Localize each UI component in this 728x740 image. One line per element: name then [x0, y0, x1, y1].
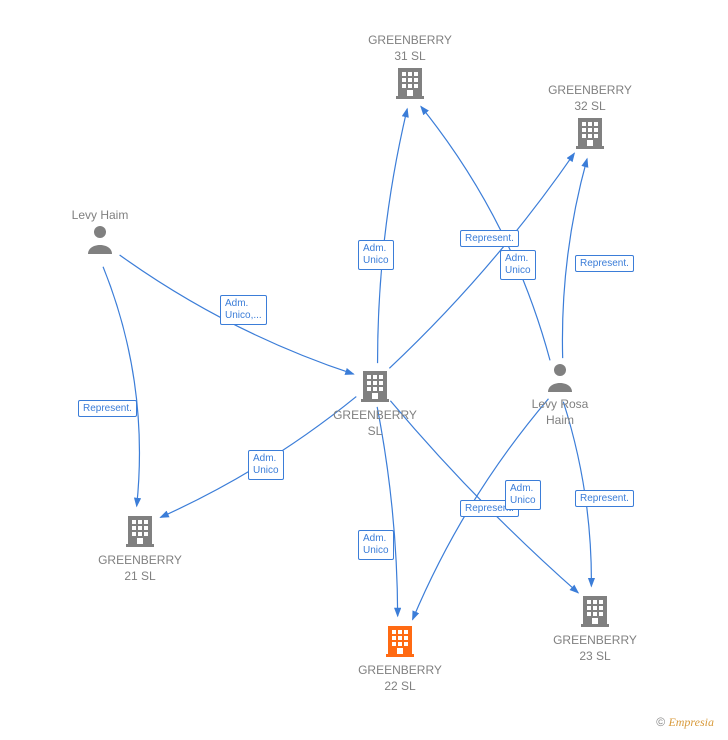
- edge-levy_haim-gb21: [103, 267, 139, 506]
- node-label: GREENBERRY31 SL: [365, 33, 455, 64]
- edge-label: Adm.Unico: [248, 450, 284, 480]
- copyright-brand: Empresia: [668, 715, 714, 729]
- edge-label: Adm.Unico: [500, 250, 536, 280]
- node-gb21: GREENBERRY21 SL: [95, 512, 185, 584]
- edge-label: Represent.: [78, 400, 137, 417]
- edge-label: Adm.Unico: [505, 480, 541, 510]
- copyright-symbol: ©: [656, 715, 665, 729]
- node-label: GREENBERRYSL: [330, 408, 420, 439]
- node-label: GREENBERRY21 SL: [95, 553, 185, 584]
- edge-label: Represent.: [575, 490, 634, 507]
- node-levy_haim: Levy Haim: [55, 208, 145, 259]
- node-levy_rosa: Levy RosaHaim: [515, 362, 605, 428]
- copyright: © Empresia: [656, 715, 714, 730]
- edge-label: Adm.Unico: [358, 240, 394, 270]
- edge-gb_sl-gb31: [378, 109, 408, 363]
- node-gb31: GREENBERRY31 SL: [365, 33, 455, 105]
- node-label: GREENBERRY22 SL: [355, 663, 445, 694]
- node-gb23: GREENBERRY23 SL: [550, 592, 640, 664]
- edge-label: Represent.: [460, 230, 519, 247]
- node-gb22: GREENBERRY22 SL: [355, 622, 445, 694]
- edge-label: Adm.Unico: [358, 530, 394, 560]
- node-label: Levy RosaHaim: [515, 397, 605, 428]
- node-label: GREENBERRY23 SL: [550, 633, 640, 664]
- edge-label: Represent.: [575, 255, 634, 272]
- node-gb_sl: GREENBERRYSL: [330, 367, 420, 439]
- node-gb32: GREENBERRY32 SL: [545, 83, 635, 155]
- edge-gb_sl-gb32: [389, 153, 574, 368]
- edge-label: Adm.Unico,...: [220, 295, 267, 325]
- node-label: GREENBERRY32 SL: [545, 83, 635, 114]
- node-label: Levy Haim: [55, 208, 145, 224]
